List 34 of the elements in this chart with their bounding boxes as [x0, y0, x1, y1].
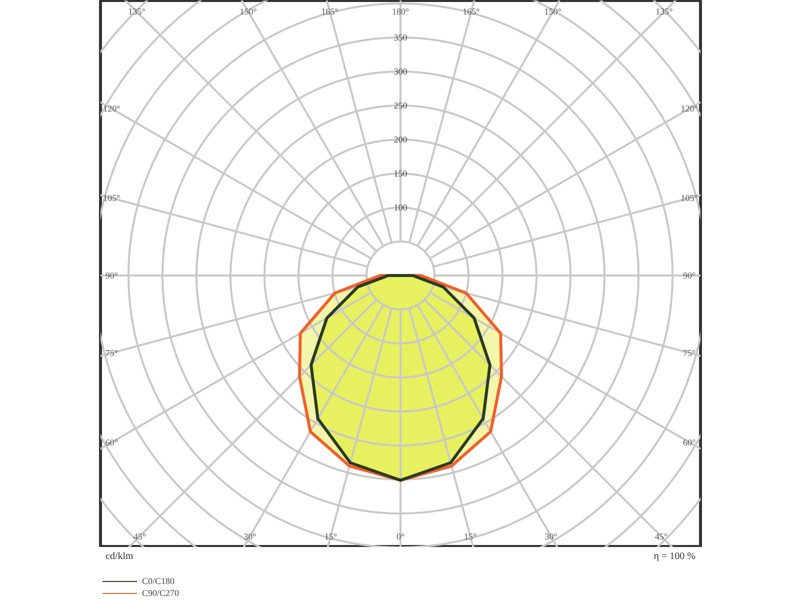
spoke-label: 60° — [682, 437, 696, 448]
y-tick-label: 350 — [394, 32, 408, 42]
spoke-label: 105° — [103, 193, 121, 204]
spoke-label: 0° — [396, 531, 405, 542]
spoke-label: 165° — [321, 6, 339, 17]
spoke-label: 30° — [244, 531, 257, 542]
text: cd/klm — [106, 551, 134, 562]
spoke-label: 90° — [682, 270, 696, 280]
y-tick-label: 150 — [394, 168, 408, 178]
spoke-label: 150° — [544, 6, 562, 17]
spoke-label: 105° — [680, 193, 698, 204]
y-tick-label: 250 — [394, 100, 408, 110]
spoke-label: 150° — [240, 6, 258, 17]
spoke-label: 135° — [656, 6, 674, 17]
spoke-label: 15° — [324, 531, 338, 542]
spoke-label: 90° — [105, 270, 118, 280]
spoke-label: 120° — [680, 104, 698, 114]
spoke-label: 120° — [103, 104, 121, 114]
spoke-label: 165° — [462, 6, 480, 17]
spoke-label: 45° — [654, 531, 668, 542]
y-tick-label: 200 — [394, 134, 408, 144]
spoke-label: 45° — [133, 531, 146, 542]
y-tick-label: 100 — [394, 202, 408, 212]
spoke-label: 30° — [544, 531, 558, 542]
spoke-label: 75° — [682, 348, 696, 358]
spoke-label: 15° — [464, 531, 478, 542]
y-tick-label: 300 — [394, 66, 408, 76]
legend-label: C0/C180 — [142, 576, 175, 586]
spoke-label: 180° — [392, 6, 410, 17]
spoke-label: 75° — [105, 348, 118, 358]
text: η = 100 % — [654, 551, 696, 562]
spoke-label: 135° — [128, 6, 146, 17]
legend-label: C90/C270 — [142, 588, 180, 598]
spoke-label: 60° — [105, 437, 118, 448]
